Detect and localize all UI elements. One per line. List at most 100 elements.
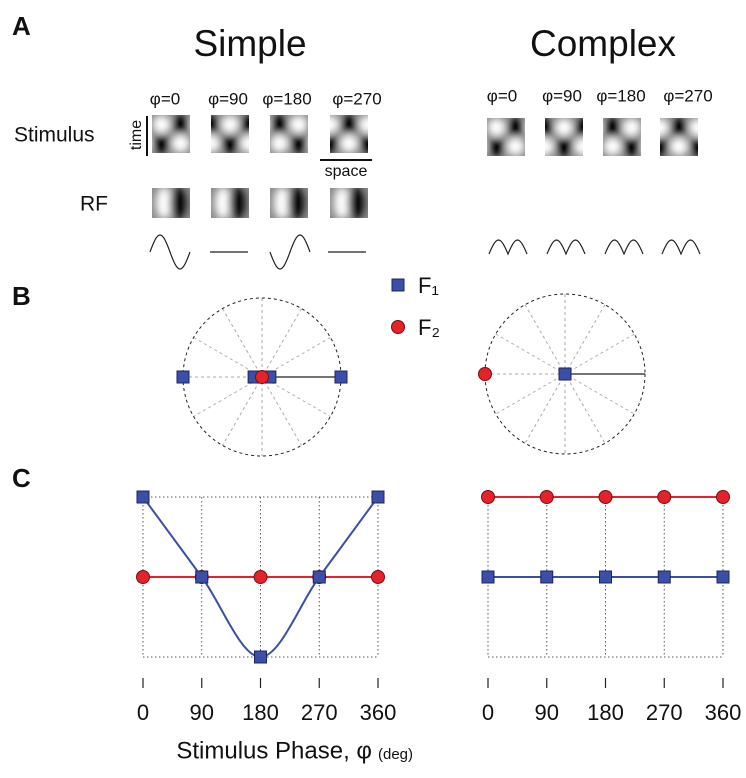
blob: [221, 134, 239, 152]
blob: [555, 118, 573, 136]
blob: [622, 137, 640, 155]
blob: [321, 134, 339, 152]
blob: [689, 137, 707, 155]
marker-circle: [658, 491, 671, 504]
blob: [641, 118, 659, 136]
blob: [708, 137, 726, 155]
blob: [506, 137, 524, 155]
x-tick-label: 270: [301, 700, 338, 725]
blob: [229, 187, 245, 219]
blob: [348, 187, 364, 219]
row-label: Stimulus: [14, 124, 95, 147]
image-patch: [632, 118, 746, 156]
blob: [321, 115, 339, 133]
blob: [416, 115, 434, 133]
x-tick-label: 90: [535, 700, 559, 725]
axis-note: time: [128, 120, 145, 150]
response-sketch: [605, 240, 643, 254]
blob: [340, 115, 358, 133]
blob: [359, 134, 377, 152]
marker-square: [600, 571, 612, 583]
blob: [574, 118, 592, 136]
response-sketch: [270, 235, 310, 269]
image-patch: [270, 187, 308, 219]
image-patch: [330, 187, 368, 219]
blob: [308, 115, 326, 133]
blob: [202, 134, 220, 152]
blob: [240, 134, 258, 152]
blob: [270, 134, 288, 152]
blob: [152, 115, 170, 133]
blob: [603, 137, 621, 155]
blob: [536, 137, 554, 155]
phase-label: φ=90: [208, 89, 248, 108]
marker-circle: [137, 571, 150, 584]
blob: [449, 118, 467, 136]
marker-circle: [717, 491, 730, 504]
marker-square: [559, 368, 571, 380]
image-patch: [152, 187, 190, 219]
blob: [221, 115, 239, 133]
legend-label: F₁: [418, 273, 439, 298]
image-patch: [430, 118, 562, 156]
blob: [708, 118, 726, 136]
blob: [670, 118, 688, 136]
phase-label: φ=180: [262, 89, 311, 108]
blob: [334, 187, 350, 219]
blob: [95, 115, 113, 133]
blob: [289, 115, 307, 133]
marker-circle: [372, 571, 385, 584]
phase-label: φ=90: [542, 86, 582, 105]
blob: [641, 137, 659, 155]
x-tick-label: 270: [646, 700, 683, 725]
legend-swatch: [392, 321, 405, 334]
blob: [202, 115, 220, 133]
blob: [397, 134, 415, 152]
blob: [416, 134, 434, 152]
x-tick-label: 360: [705, 700, 742, 725]
blob: [152, 134, 170, 152]
marker-square: [196, 571, 208, 583]
blob: [215, 187, 231, 219]
blob: [251, 134, 269, 152]
x-tick-label: 180: [587, 700, 624, 725]
blob: [670, 137, 688, 155]
blob: [622, 118, 640, 136]
phase-label: φ=270: [663, 86, 712, 105]
axis-note: space: [325, 163, 368, 180]
blob: [430, 118, 448, 136]
blob: [525, 118, 543, 136]
blob: [487, 137, 505, 155]
blob: [603, 118, 621, 136]
blob: [468, 118, 486, 136]
image-patch: [211, 187, 249, 219]
blob: [651, 118, 669, 136]
blob: [727, 137, 745, 155]
blob: [584, 137, 602, 155]
phase-label: φ=0: [150, 89, 180, 108]
marker-circle: [254, 571, 267, 584]
blob: [340, 134, 358, 152]
marker-circle: [540, 491, 553, 504]
marker-square: [335, 371, 347, 383]
blob: [251, 115, 269, 133]
blob: [555, 137, 573, 155]
blob: [430, 137, 448, 155]
x-tick-label: 360: [360, 700, 397, 725]
marker-square: [313, 571, 325, 583]
marker-square: [137, 491, 149, 503]
legend-swatch: [392, 279, 404, 291]
blob: [308, 134, 326, 152]
marker-circle: [479, 368, 492, 381]
blob: [240, 115, 258, 133]
blob: [378, 115, 396, 133]
column-title: Complex: [530, 23, 676, 64]
blob: [689, 118, 707, 136]
phase-label: φ=180: [596, 86, 645, 105]
marker-square: [482, 571, 494, 583]
marker-square: [717, 571, 729, 583]
panel-label: B: [12, 281, 31, 311]
blob: [397, 115, 415, 133]
column-title: Simple: [193, 23, 306, 64]
panel-label: C: [12, 463, 31, 493]
